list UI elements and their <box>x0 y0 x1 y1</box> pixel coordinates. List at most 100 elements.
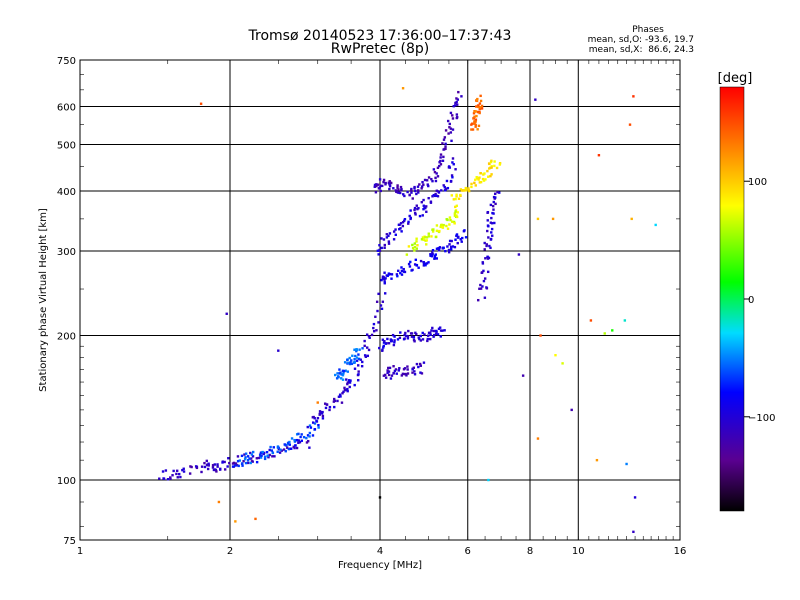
data-point <box>169 477 172 480</box>
data-point <box>422 204 425 207</box>
data-point <box>321 414 325 418</box>
data-point <box>382 374 386 377</box>
data-point <box>420 372 424 375</box>
data-point <box>393 341 396 344</box>
data-point <box>435 194 438 198</box>
data-point <box>231 465 235 468</box>
data-point <box>390 277 393 280</box>
data-point <box>211 464 215 467</box>
data-point <box>472 112 476 115</box>
data-point <box>422 183 425 186</box>
data-point <box>382 178 386 182</box>
data-point <box>225 312 228 315</box>
data-point <box>448 126 451 129</box>
data-point <box>392 371 395 375</box>
data-point <box>485 287 489 290</box>
data-point <box>389 377 393 380</box>
chart-subtitle: RwPretec (8p) <box>331 41 429 57</box>
data-point <box>158 477 161 480</box>
data-point <box>623 319 627 322</box>
data-point <box>372 326 375 330</box>
data-point <box>455 97 458 100</box>
data-point <box>257 456 260 460</box>
data-point <box>427 261 430 264</box>
data-point <box>244 461 248 465</box>
data-point <box>410 187 413 191</box>
data-point <box>412 336 415 339</box>
data-point <box>539 334 542 337</box>
data-point <box>476 97 479 101</box>
data-point <box>316 401 319 404</box>
data-point <box>207 462 210 465</box>
data-point <box>450 174 454 177</box>
data-point <box>388 180 391 183</box>
data-point <box>420 201 423 204</box>
data-point <box>317 426 320 429</box>
data-point <box>449 111 453 115</box>
data-point <box>412 338 416 342</box>
data-point <box>188 472 192 475</box>
data-point <box>404 331 407 335</box>
data-point <box>380 278 383 282</box>
data-point <box>388 182 391 186</box>
data-point <box>494 202 497 206</box>
data-point <box>400 230 403 233</box>
data-point <box>448 243 451 246</box>
data-point <box>414 331 417 335</box>
data-point <box>406 365 409 368</box>
data-point <box>488 167 491 170</box>
data-point <box>452 220 456 224</box>
data-point <box>289 447 293 450</box>
data-point <box>431 326 434 330</box>
data-point <box>419 259 423 263</box>
data-point <box>250 453 254 456</box>
data-point <box>451 128 455 131</box>
data-point <box>282 448 286 451</box>
data-point <box>406 335 410 338</box>
data-point <box>305 441 309 444</box>
data-point <box>413 242 417 245</box>
data-point <box>258 453 262 456</box>
data-point <box>450 194 453 197</box>
data-point <box>431 252 434 256</box>
data-point <box>227 457 230 460</box>
data-point <box>381 348 384 352</box>
data-point <box>254 517 257 521</box>
data-point <box>341 378 345 381</box>
data-point <box>416 185 420 188</box>
data-point <box>439 335 442 338</box>
data-point <box>413 340 416 343</box>
data-point <box>473 115 476 118</box>
data-point <box>409 332 413 335</box>
data-point <box>473 110 476 113</box>
data-point <box>402 193 405 196</box>
data-point <box>485 244 488 248</box>
data-point <box>493 160 496 163</box>
data-point <box>444 187 448 190</box>
data-point <box>313 428 317 431</box>
data-point <box>420 238 424 241</box>
data-point <box>249 457 253 460</box>
data-point <box>492 200 495 204</box>
data-point <box>410 335 414 338</box>
data-point <box>357 353 360 356</box>
data-point <box>388 187 391 191</box>
data-point <box>348 381 352 384</box>
data-point <box>478 111 481 115</box>
data-point <box>436 333 440 336</box>
data-point <box>427 232 430 235</box>
data-point <box>211 466 215 469</box>
data-point <box>415 332 418 336</box>
data-point <box>350 362 354 366</box>
data-point <box>474 125 477 128</box>
data-point <box>438 229 441 233</box>
data-point <box>379 189 382 193</box>
data-point <box>455 195 458 198</box>
data-point <box>357 373 360 376</box>
data-point <box>386 369 389 372</box>
data-point <box>452 198 456 201</box>
data-point <box>346 370 350 373</box>
data-point <box>393 369 397 373</box>
data-point <box>394 233 397 236</box>
data-point <box>234 464 237 467</box>
